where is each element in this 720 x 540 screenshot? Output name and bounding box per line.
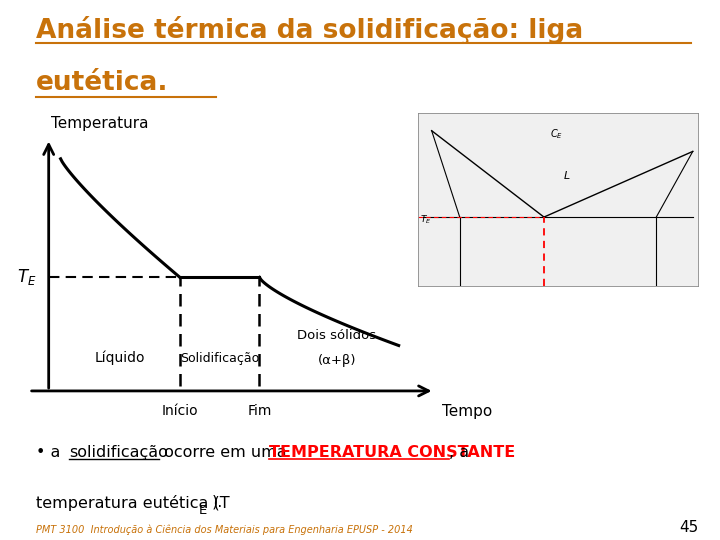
Text: Temperatura: Temperatura: [50, 116, 148, 131]
Text: , a: , a: [449, 445, 469, 460]
Text: solidificação: solidificação: [69, 445, 168, 460]
Text: Solidificação: Solidificação: [180, 352, 259, 365]
Text: Fim: Fim: [247, 403, 271, 417]
Text: Líquido: Líquido: [95, 351, 145, 366]
Text: E: E: [199, 504, 207, 517]
Text: • a: • a: [36, 445, 66, 460]
Text: temperatura eutética (T: temperatura eutética (T: [36, 495, 230, 511]
Text: PMT 3100  Introdução à Ciência dos Materiais para Engenharia EPUSP - 2014: PMT 3100 Introdução à Ciência dos Materi…: [36, 525, 413, 535]
Text: ).: ).: [212, 495, 223, 510]
Text: eutética.: eutética.: [36, 70, 168, 96]
Text: TEMPERATURA CONSTANTE: TEMPERATURA CONSTANTE: [269, 445, 515, 460]
Text: $C_E$: $C_E$: [549, 127, 562, 141]
Text: Análise térmica da solidificação: liga: Análise térmica da solidificação: liga: [36, 16, 583, 44]
Text: Tempo: Tempo: [442, 403, 492, 418]
Text: Dois sólidos: Dois sólidos: [297, 329, 377, 342]
Text: $T_E$: $T_E$: [420, 213, 432, 226]
Text: Início: Início: [161, 403, 198, 417]
Text: (α+β): (α+β): [318, 354, 356, 367]
Text: L: L: [564, 171, 570, 181]
Text: ocorre em uma: ocorre em uma: [159, 445, 292, 460]
Text: 45: 45: [679, 520, 698, 535]
Text: $T_E$: $T_E$: [17, 267, 37, 287]
